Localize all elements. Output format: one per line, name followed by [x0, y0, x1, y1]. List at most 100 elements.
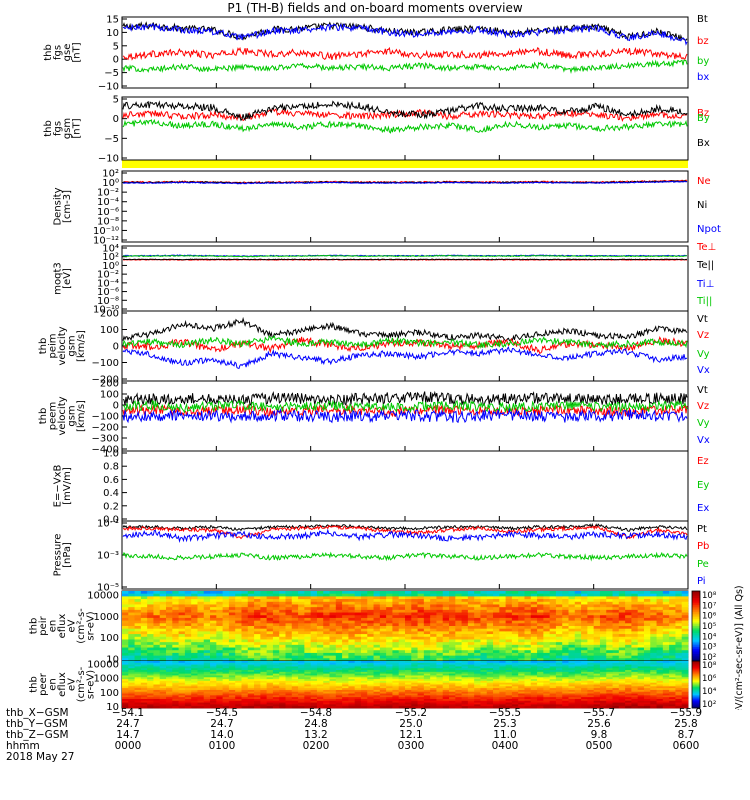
heatmap-cell: [360, 647, 368, 651]
heatmap-cell: [241, 617, 249, 622]
heatmap-cell: [599, 691, 607, 694]
heatmap-cell: [279, 661, 286, 664]
heatmap-cell: [373, 691, 381, 694]
heatmap-cell: [279, 639, 286, 643]
heatmap-cell: [247, 634, 255, 638]
heatmap-cell: [524, 691, 532, 694]
heatmap-cell: [537, 671, 544, 675]
heatmap-cell: [405, 604, 412, 608]
heatmap-cell: [172, 675, 179, 678]
heatmap-cell: [442, 623, 450, 627]
heatmap-cell: [675, 668, 683, 671]
heatmap-cell: [335, 628, 343, 632]
heatmap-cell: [216, 647, 224, 651]
heatmap-cell: [191, 620, 198, 624]
heatmap-cell: [524, 639, 532, 643]
heatmap-cell: [128, 593, 135, 597]
heatmap-cell: [486, 700, 494, 703]
heatmap-cell: [147, 604, 154, 608]
heatmap-cell: [562, 650, 569, 654]
heatmap-cell: [625, 688, 632, 691]
heatmap-cell: [417, 612, 425, 616]
heatmap-cell: [184, 704, 192, 707]
heatmap-cell: [373, 658, 381, 662]
heatmap-cell: [260, 706, 268, 709]
heatmap-cell: [228, 661, 236, 664]
heatmap-cell: [662, 628, 670, 632]
heatmap-cell: [159, 615, 167, 619]
heatmap-cell: [184, 642, 192, 646]
heatmap-cell: [442, 661, 450, 664]
heatmap-cell: [574, 691, 582, 694]
heatmap-cell: [398, 599, 406, 603]
heatmap-cell: [134, 691, 142, 694]
heatmap-cell: [354, 704, 362, 707]
heatmap-cell: [134, 702, 142, 705]
heatmap-cell: [191, 700, 198, 703]
heatmap-cell: [316, 604, 324, 608]
heatmap-cell: [555, 644, 563, 648]
heatmap-cell: [669, 652, 676, 657]
heatmap-cell: [631, 700, 639, 703]
heatmap-cell: [392, 626, 400, 630]
heatmap-cell: [348, 631, 356, 635]
heatmap-cell: [493, 673, 500, 676]
heatmap-cell: [587, 702, 595, 705]
heatmap-cell: [128, 612, 135, 616]
heatmap-cell: [430, 636, 437, 640]
heatmap-cell: [310, 677, 318, 680]
heatmap-cell: [254, 609, 261, 613]
heatmap-cell: [235, 626, 242, 630]
heatmap-cell: [581, 636, 588, 640]
heatmap-cell: [260, 666, 268, 669]
heatmap-cell: [423, 662, 431, 666]
heatmap-cell: [681, 591, 689, 595]
heatmap-cell: [574, 626, 582, 630]
heatmap-cell: [643, 661, 651, 664]
heatmap-cell: [329, 700, 337, 703]
heatmap-cell: [430, 688, 437, 691]
heatmap-cell: [298, 698, 305, 702]
heatmap-cell: [241, 677, 249, 680]
heatmap-cell: [210, 661, 217, 664]
heatmap-cell: [329, 623, 337, 627]
heatmap-cell: [260, 626, 268, 630]
heatmap-cell: [599, 607, 607, 611]
heatmap-cell: [423, 642, 431, 646]
heatmap-cell: [405, 634, 412, 638]
heatmap-cell: [128, 691, 135, 694]
heatmap-cell: [480, 596, 488, 600]
heatmap-cell: [323, 644, 330, 648]
heatmap-cell: [511, 695, 519, 698]
heatmap-cell: [423, 634, 431, 638]
heatmap-cell: [530, 631, 538, 635]
heatmap-cell: [398, 593, 406, 597]
heatmap-cell: [549, 617, 557, 622]
heatmap-cell: [430, 677, 437, 680]
heatmap-cell: [669, 675, 676, 678]
heatmap-cell: [379, 661, 387, 664]
heatmap-cell: [178, 682, 186, 685]
heatmap-cell: [316, 626, 324, 630]
heatmap-cell: [310, 673, 318, 676]
heatmap-cell: [184, 601, 192, 605]
heatmap-cell: [650, 644, 657, 648]
heatmap-cell: [247, 652, 255, 657]
heatmap-cell: [436, 670, 444, 673]
heatmap-cell: [191, 677, 198, 680]
heatmap-cell: [423, 704, 431, 707]
heatmap-cell: [392, 679, 400, 682]
heatmap-cell: [669, 639, 676, 643]
heatmap-cell: [367, 666, 374, 669]
heatmap-cell: [260, 670, 268, 673]
heatmap-cell: [423, 698, 431, 702]
heatmap-cell: [386, 675, 393, 678]
heatmap-cell: [335, 677, 343, 680]
heatmap-cell: [499, 664, 507, 667]
heatmap-cell: [562, 647, 569, 651]
panel-ylabel-line: peim: [48, 333, 59, 358]
heatmap-cell: [581, 673, 588, 676]
heatmap-cell: [411, 688, 418, 691]
heatmap-cell: [555, 679, 563, 682]
heatmap-cell: [178, 634, 186, 638]
